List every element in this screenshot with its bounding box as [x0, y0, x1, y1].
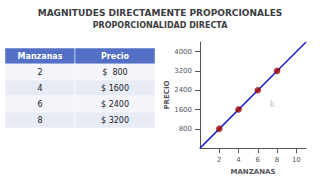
svg-text:PROPORCIONALIDAD DIRECTA: PROPORCIONALIDAD DIRECTA: [93, 21, 228, 30]
svg-text:k: k: [270, 100, 275, 109]
svg-text:$ 3200: $ 3200: [101, 116, 129, 125]
svg-text:6: 6: [37, 100, 42, 109]
svg-text:4: 4: [37, 84, 42, 93]
svg-text:8: 8: [275, 156, 279, 164]
svg-text:Precio: Precio: [101, 52, 130, 61]
svg-text:4: 4: [236, 156, 241, 164]
svg-text:PRECIO: PRECIO: [163, 81, 171, 110]
svg-text:$ 800: $ 800: [102, 68, 127, 77]
svg-text:4000: 4000: [174, 48, 192, 56]
svg-text:2: 2: [217, 156, 221, 164]
svg-text:MANZANAS: MANZANAS: [230, 168, 275, 176]
svg-text:MAGNITUDES DIRECTAMENTE PROPOR: MAGNITUDES DIRECTAMENTE PROPORCIONALES: [38, 8, 283, 18]
svg-text:3200: 3200: [174, 67, 192, 75]
svg-text:6: 6: [256, 156, 261, 164]
svg-text:8: 8: [37, 116, 42, 125]
svg-text:800: 800: [179, 125, 192, 133]
svg-text:$ 2400: $ 2400: [101, 100, 129, 109]
svg-text:10: 10: [292, 156, 301, 164]
svg-text:1600: 1600: [174, 106, 192, 114]
svg-text:2400: 2400: [174, 86, 192, 94]
svg-text:2: 2: [37, 68, 42, 77]
svg-text:Manzanas: Manzanas: [18, 52, 63, 61]
svg-text:$ 1600: $ 1600: [101, 84, 129, 93]
